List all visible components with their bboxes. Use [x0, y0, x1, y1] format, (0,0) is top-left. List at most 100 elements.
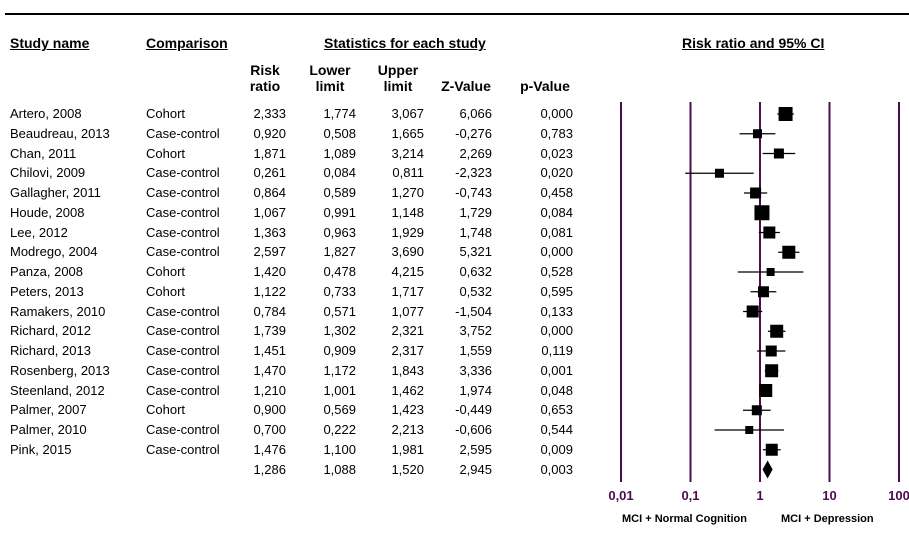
cell-p-value: 0,048 — [540, 382, 573, 398]
col-lower-limit: Lower limit — [300, 62, 360, 94]
cell-z-value: -1,504 — [455, 303, 492, 319]
cell-upper-limit: 2,321 — [391, 323, 424, 339]
cell-upper-limit: 1,929 — [391, 224, 424, 240]
cell-comparison: Case-control — [146, 382, 220, 398]
point-estimate — [757, 286, 769, 298]
cell-comparison: Case-control — [146, 185, 220, 200]
cell-risk-ratio: 0,864 — [253, 185, 286, 200]
cell-p-value: 0,783 — [540, 125, 573, 141]
point-estimate — [766, 268, 775, 276]
cell-comparison: Case-control — [146, 204, 220, 220]
point-estimate — [765, 364, 779, 378]
cell-comparison: Case-control — [146, 303, 220, 319]
cell-z-value: 5,321 — [459, 244, 492, 260]
cell-risk-ratio: 0,784 — [253, 303, 286, 319]
cell-z-value: 1,729 — [459, 204, 492, 220]
cell-risk-ratio: 0,920 — [253, 125, 286, 141]
col-p-value: p-Value — [520, 78, 570, 94]
cell-p-value: 0,001 — [540, 362, 573, 378]
cell-z-value: 0,532 — [459, 283, 492, 299]
point-estimate — [750, 187, 762, 199]
cell-lower-limit: 0,571 — [323, 303, 356, 319]
cell-z-value: 0,632 — [459, 264, 492, 279]
cell-lower-limit: 0,589 — [323, 185, 356, 200]
cell-upper-limit: 1,148 — [391, 204, 424, 220]
cell-study: Rosenberg, 2013 — [10, 362, 110, 378]
cell-upper-limit: 1,270 — [391, 185, 424, 200]
cell-risk-ratio: 1,739 — [253, 323, 286, 339]
col-z-value: Z-Value — [441, 78, 491, 94]
cell-p-value: 0,000 — [540, 323, 573, 339]
cell-upper-limit: 3,214 — [391, 145, 424, 161]
cell-lower-limit: 1,172 — [323, 362, 356, 378]
col-risk-ratio-line1: Risk — [250, 62, 280, 78]
cell-comparison: Case-control — [146, 165, 220, 181]
cell-p-value: 0,020 — [540, 165, 573, 181]
cell-upper-limit: 3,690 — [391, 244, 424, 260]
cell-lower-limit: 0,963 — [323, 224, 356, 240]
point-estimate — [773, 148, 784, 159]
footer-right-label: MCI + Depression — [781, 513, 874, 525]
cell-study: Gallagher, 2011 — [10, 185, 101, 200]
cell-comparison: Cohort — [146, 145, 186, 161]
cell-study: Lee, 2012 — [10, 224, 68, 240]
tick-label: 100 — [888, 488, 909, 503]
col-lower-line1: Lower — [309, 62, 351, 78]
cell-risk-ratio: 2,597 — [253, 244, 286, 260]
cell-comparison: Case-control — [146, 362, 220, 378]
cell-upper-limit: 3,067 — [391, 106, 424, 121]
cell-lower-limit: 1,001 — [323, 382, 356, 398]
cell-comparison: Cohort — [146, 283, 186, 299]
point-estimate — [714, 168, 724, 178]
cell-upper-limit: 1,717 — [391, 283, 424, 299]
header-statistics: Statistics for each study — [324, 35, 486, 51]
top-rule — [5, 13, 909, 15]
cell-upper-limit: 1,423 — [391, 402, 424, 418]
cell-upper-limit: 1,520 — [391, 461, 424, 477]
cell-lower-limit: 0,478 — [323, 264, 356, 279]
point-estimate — [746, 305, 759, 318]
header-forest: Risk ratio and 95% CI — [682, 35, 825, 51]
cell-upper-limit: 2,213 — [391, 422, 424, 437]
cell-study: Chilovi, 2009 — [10, 165, 86, 181]
cell-p-value: 0,595 — [540, 283, 573, 299]
cell-study: Peters, 2013 — [10, 283, 84, 299]
cell-p-value: 0,023 — [540, 145, 573, 161]
cell-risk-ratio: 1,067 — [253, 204, 286, 220]
col-upper-line2: limit — [383, 78, 413, 94]
cell-lower-limit: 1,302 — [323, 323, 356, 339]
cell-upper-limit: 2,317 — [391, 343, 424, 358]
cell-upper-limit: 1,462 — [391, 382, 424, 398]
cell-study: Artero, 2008 — [10, 106, 82, 121]
cell-p-value: 0,544 — [540, 422, 573, 437]
cell-study: Palmer, 2010 — [10, 422, 87, 437]
cell-z-value: 2,945 — [459, 461, 492, 477]
cell-z-value: -2,323 — [455, 165, 492, 181]
cell-p-value: 0,119 — [541, 343, 573, 358]
cell-lower-limit: 0,508 — [323, 125, 356, 141]
cell-upper-limit: 1,981 — [391, 441, 424, 457]
point-estimate — [765, 345, 777, 357]
cell-lower-limit: 1,100 — [323, 441, 356, 457]
cell-study: Chan, 2011 — [10, 145, 77, 161]
point-estimate — [754, 205, 770, 221]
header-comparison: Comparison — [146, 35, 228, 51]
tick-label: 10 — [822, 488, 836, 503]
cell-z-value: -0,743 — [455, 185, 492, 200]
cell-comparison: Cohort — [146, 402, 186, 418]
point-estimate — [778, 107, 793, 121]
cell-p-value: 0,000 — [540, 106, 573, 121]
cell-comparison: Case-control — [146, 125, 220, 141]
cell-study: Richard, 2012 — [10, 323, 91, 339]
cell-z-value: 3,336 — [459, 362, 492, 378]
cell-risk-ratio: 1,470 — [253, 362, 286, 378]
cell-lower-limit: 0,084 — [323, 165, 356, 181]
header-study-name: Study name — [10, 35, 90, 51]
cell-lower-limit: 0,991 — [323, 204, 356, 220]
cell-z-value: -0,606 — [455, 422, 492, 437]
cell-risk-ratio: 1,122 — [253, 283, 286, 299]
cell-risk-ratio: 0,261 — [253, 165, 286, 181]
cell-p-value: 0,009 — [540, 441, 573, 457]
cell-comparison: Cohort — [146, 106, 186, 121]
